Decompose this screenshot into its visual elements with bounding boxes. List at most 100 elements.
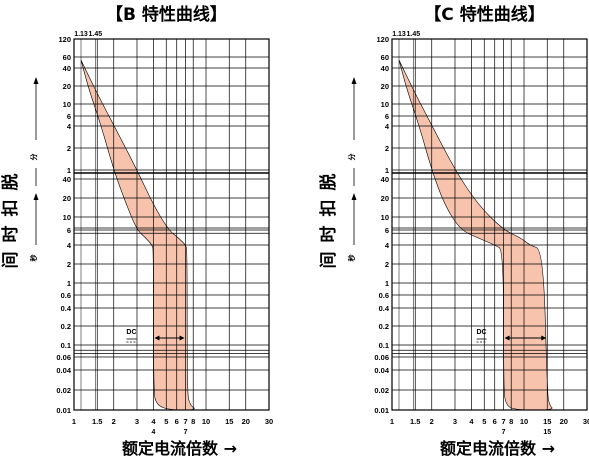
x-tick-label: 8 (509, 417, 513, 426)
y-tick-label-sec: 10 (381, 213, 389, 222)
x-tick-label: 1 (390, 417, 394, 426)
y-tick-label-sec: 0.06 (374, 353, 389, 362)
x-tick-label: 1.5 (410, 417, 420, 426)
x-tick-label: 7 (183, 417, 187, 426)
y-tick-label-min: 120 (58, 35, 71, 44)
y-tick-label-sec: 0.4 (379, 304, 390, 313)
y-tick-label-sec: 4 (385, 241, 390, 250)
chart-title: 【C 特性曲线】 (424, 4, 544, 25)
y-tick-label-min: 2 (67, 144, 71, 153)
unit-arrow-head (33, 77, 39, 84)
y-tick-label-min: 6 (385, 112, 389, 121)
x-tick-label: 7 (501, 417, 505, 426)
dc-arrow-head-right (179, 335, 185, 341)
x-tick-label: 30 (265, 417, 273, 426)
y-tick-label-min: 40 (63, 64, 71, 73)
x-tick-label: 8 (191, 417, 195, 426)
y-tick-label-min: 20 (63, 82, 71, 91)
x-tick-label: 30 (583, 417, 589, 426)
x-bottom-marker: 7 (502, 429, 506, 436)
x-top-tick-label: 1.13 (392, 31, 406, 38)
y-tick-label-sec: 2 (67, 260, 71, 269)
x-tick-label: 1.5 (92, 417, 102, 426)
y-axis-label-char: 间 (318, 252, 339, 269)
y-tick-label-sec: 0.01 (56, 406, 71, 415)
y-tick-label-sec: 0.1 (61, 341, 71, 350)
y-tick-label-sec: 4 (67, 241, 72, 250)
y-tick-label-min: 40 (381, 64, 389, 73)
x-bottom-marker: 7 (184, 429, 188, 436)
y-tick-label-sec: 10 (63, 213, 71, 222)
y-tick-label-min: 4 (385, 122, 390, 131)
y-axis-label-char: 时 (1, 226, 21, 243)
x-tick-label: 3 (453, 417, 457, 426)
dc-label: DC (477, 329, 487, 336)
x-tick-label: 4 (469, 417, 474, 426)
unit-minutes: 分 (29, 154, 38, 161)
x-tick-label: 10 (202, 417, 210, 426)
y-units: 分秒 (29, 77, 39, 262)
y-tick-label-sec: 0.2 (379, 322, 389, 331)
x-tick-label: 20 (560, 417, 568, 426)
x-tick-label: 20 (242, 417, 250, 426)
y-tick-label-sec: 1 (385, 279, 389, 288)
y-axis-label-char: 时 (319, 226, 339, 243)
y-tick-label-sec: 0.6 (61, 291, 71, 300)
plot-frame (391, 38, 588, 411)
y-tick-label-sec: 0.06 (56, 353, 71, 362)
y-axis-label-char: 脱 (0, 174, 21, 191)
y-tick-label-sec: 6 (67, 226, 71, 235)
unit-arrow-head (33, 193, 39, 200)
y-tick-label-min: 10 (381, 100, 389, 109)
y-tick-label-min: 1 (385, 166, 389, 175)
y-axis-label-char: 扣 (318, 200, 339, 217)
y-tick-label-sec: 2 (385, 260, 389, 269)
y-tick-label-sec: 1 (67, 279, 71, 288)
x-tick-label: 4 (151, 417, 156, 426)
x-tick-label: 5 (164, 417, 168, 426)
y-tick-label-min: 2 (385, 144, 389, 153)
y-tick-label-sec: 20 (63, 194, 71, 203)
y-tick-label-sec: 40 (63, 175, 71, 184)
y-tick-label-min: 60 (381, 53, 389, 62)
unit-seconds: 秒 (347, 255, 356, 262)
unit-minutes: 分 (347, 154, 356, 161)
unit-seconds: 秒 (29, 255, 38, 262)
chart-title: 【B 特性曲线】 (106, 4, 227, 25)
x-tick-label: 15 (225, 417, 233, 426)
unit-arrow-head (351, 193, 357, 200)
plot-frame (73, 38, 270, 411)
y-tick-label-min: 1 (67, 166, 71, 175)
y-axis-label-char: 脱 (318, 174, 339, 191)
chart-panel-b: 【B 特性曲线】1 1.5 2 3 4 5 6 7 8 10 15 20 301.13 1.454 7120… (0, 4, 273, 458)
y-axis-label-char: 扣 (0, 200, 21, 217)
y-tick-label-sec: 6 (385, 226, 389, 235)
x-bottom-marker: 15 (543, 429, 551, 436)
dc-arrow-head-left (154, 335, 160, 341)
x-axis-label: 额定电流倍数 → (440, 439, 555, 458)
dc-label: DC (126, 329, 136, 336)
y-axis-label-char: 间 (0, 252, 21, 269)
unit-arrow-head (351, 77, 357, 84)
x-top-tick-label: 1.45 (406, 31, 420, 38)
y-tick-label-sec: 0.2 (61, 322, 71, 331)
y-tick-label-sec: 0.04 (374, 366, 389, 375)
x-tick-label: 1 (72, 417, 76, 426)
y-tick-label-min: 20 (381, 82, 389, 91)
y-tick-label-sec: 0.02 (374, 386, 389, 395)
x-tick-label: 10 (520, 417, 528, 426)
y-tick-label-min: 120 (376, 35, 389, 44)
chart-panel-c: 【C 特性曲线】11.52345678101520301.131.4571512… (318, 4, 589, 458)
x-top-tick-label: 1.13 (74, 31, 88, 38)
y-tick-label-sec: 40 (381, 175, 389, 184)
x-tick-label: 6 (175, 417, 179, 426)
y-tick-label-sec: 0.4 (61, 304, 72, 313)
dc-arrow-head-left (504, 335, 510, 341)
x-tick-label: 15 (543, 417, 551, 426)
x-tick-label: 5 (482, 417, 486, 426)
y-tick-label-min: 6 (67, 112, 71, 121)
y-tick-label-min: 10 (63, 100, 71, 109)
trip-band (398, 59, 553, 411)
x-tick-label: 6 (493, 417, 497, 426)
